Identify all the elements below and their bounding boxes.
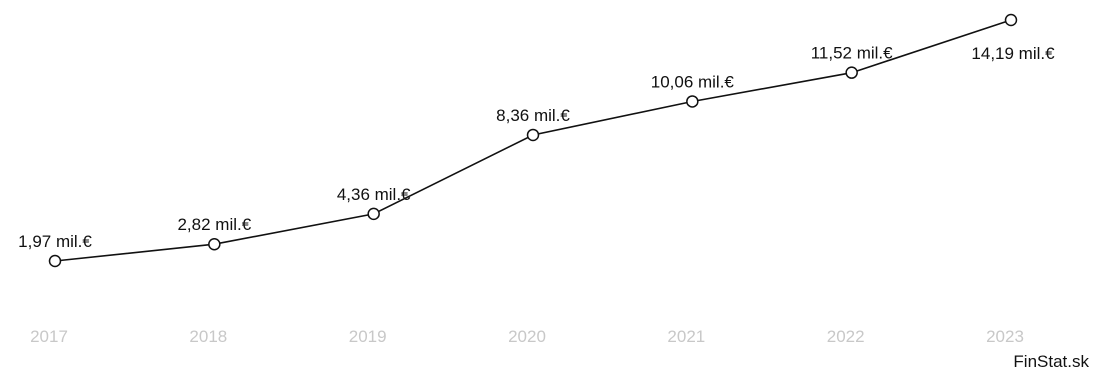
data-label-2023: 14,19 mil.€ xyxy=(971,44,1055,63)
x-tick-label-2019: 2019 xyxy=(349,327,387,346)
x-tick-label-2023: 2023 xyxy=(986,327,1024,346)
x-tick-label-2021: 2021 xyxy=(667,327,705,346)
data-label-2018: 2,82 mil.€ xyxy=(177,215,251,234)
x-tick-label-2022: 2022 xyxy=(827,327,865,346)
data-point-2022 xyxy=(845,66,858,79)
data-point-2021 xyxy=(686,95,699,108)
data-label-2022: 11,52 mil.€ xyxy=(811,44,893,63)
x-tick-label-2018: 2018 xyxy=(189,327,227,346)
data-label-2021: 10,06 mil.€ xyxy=(651,72,735,91)
x-tick-label-2017: 2017 xyxy=(30,327,68,346)
data-label-2019: 4,36 mil.€ xyxy=(337,185,411,204)
data-label-2017: 1,97 mil.€ xyxy=(18,232,92,251)
data-point-2018 xyxy=(208,237,221,251)
data-point-2023 xyxy=(1004,13,1018,27)
data-point-2019 xyxy=(367,207,380,221)
data-point-2020 xyxy=(526,128,540,142)
finstat-watermark: FinStat.sk xyxy=(1013,352,1089,371)
x-tick-label-2020: 2020 xyxy=(508,327,546,346)
data-label-2020: 8,36 mil.€ xyxy=(496,106,570,125)
data-point-2017 xyxy=(48,254,62,268)
